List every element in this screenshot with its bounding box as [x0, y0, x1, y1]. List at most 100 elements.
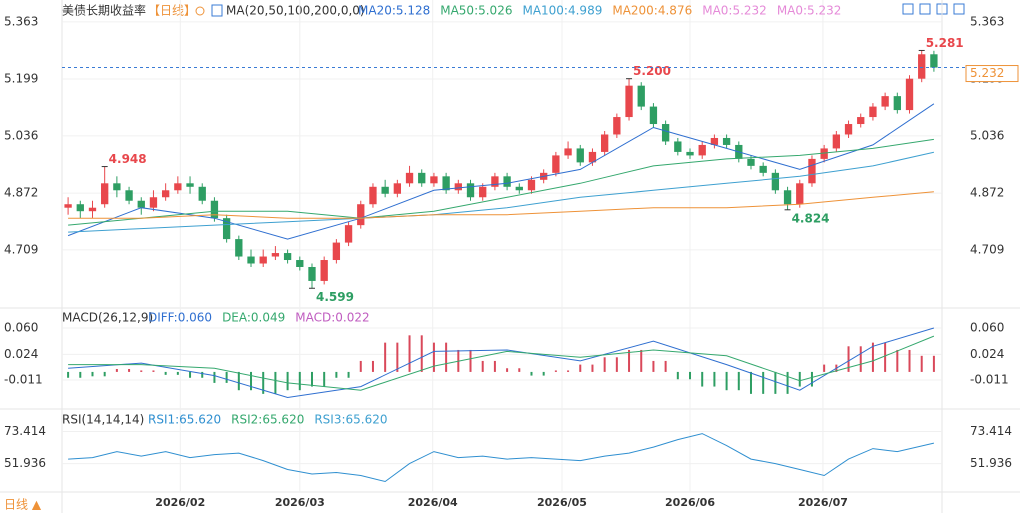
macd-bar: [396, 342, 399, 372]
macd-bar: [335, 371, 338, 378]
candle-body: [369, 186, 377, 205]
macd-bar: [506, 368, 509, 372]
y-tick-label: 5.036: [970, 128, 1004, 142]
period-button[interactable]: 日线 ▲: [4, 498, 42, 512]
macd-bar: [115, 368, 118, 372]
macd-bar: [128, 368, 131, 372]
candle-body: [515, 186, 523, 191]
legend-entry: RSI2:65.620: [231, 413, 304, 427]
legend-entry: MA0:5.232: [777, 4, 842, 18]
macd-bar: [591, 364, 594, 372]
macd-bar: [530, 371, 533, 376]
macd-bar: [79, 371, 82, 378]
macd-bar: [469, 349, 472, 372]
candle-body: [222, 218, 231, 240]
macd-bar: [445, 342, 448, 372]
x-tick-label: 2026/04: [408, 496, 458, 509]
candle-body: [308, 266, 316, 281]
icon[interactable]: [902, 3, 914, 15]
y-tick-label: 0.024: [4, 347, 38, 361]
y-tick-label: 5.199: [4, 72, 38, 86]
macd-bar: [823, 364, 826, 372]
candle-body: [527, 179, 536, 191]
candle-body: [905, 78, 914, 111]
y-tick-label: 73.414: [970, 424, 1012, 438]
candle-body: [149, 197, 158, 208]
macd-bar: [323, 371, 326, 387]
candle-body: [259, 256, 267, 264]
y-tick-label: 5.363: [970, 14, 1004, 28]
macd-bar: [384, 342, 387, 372]
line-series: [68, 335, 935, 391]
candle-body: [930, 54, 938, 68]
candle-body: [174, 183, 182, 191]
candle-body: [637, 85, 645, 107]
macd-bar: [164, 371, 167, 375]
candle-body: [479, 186, 487, 198]
candle-body: [564, 148, 572, 156]
macd-bar: [152, 370, 155, 372]
candle-body: [271, 253, 280, 257]
macd-bar: [237, 371, 240, 391]
candle-body: [418, 172, 426, 184]
macd-bar: [213, 371, 216, 383]
legend-entry: MACD:0.022: [295, 311, 369, 325]
line-series: [68, 191, 934, 219]
macd-bar: [920, 355, 923, 372]
candle-body: [796, 183, 804, 205]
candle-body: [552, 155, 560, 173]
icon[interactable]: [953, 3, 965, 15]
macd-bar: [262, 371, 265, 394]
candle-body: [442, 176, 450, 191]
macd-bar: [420, 335, 423, 372]
y-tick-label: 73.414: [4, 424, 46, 438]
candle-body: [466, 183, 475, 198]
macd-bar: [250, 371, 253, 391]
macd-bar: [201, 371, 204, 378]
candle-body: [600, 134, 609, 152]
candle-body: [808, 158, 816, 184]
ma-icon[interactable]: [211, 4, 223, 17]
candle-body: [454, 183, 462, 191]
settings-icon[interactable]: [195, 6, 205, 16]
y-tick-label: 4.872: [970, 186, 1004, 200]
legend-entry: MA200:4.876: [612, 4, 692, 18]
x-tick-label: 2026/06: [665, 496, 715, 509]
macd-bar: [664, 360, 667, 372]
candle-body: [710, 137, 719, 145]
y-tick-label: 4.872: [4, 186, 38, 200]
candle-body: [783, 190, 792, 205]
candle-body: [64, 204, 72, 208]
legend-entry: MA100:4.989: [522, 4, 602, 18]
candle-body: [661, 124, 670, 142]
candle-body: [88, 207, 97, 212]
y-tick-label: -0.011: [4, 372, 43, 386]
y-tick-label: 5.036: [4, 128, 38, 142]
line-series: [68, 151, 935, 233]
candle-body: [820, 148, 828, 159]
period: 【日线】: [148, 4, 196, 18]
x-tick-label: 2026/05: [537, 496, 587, 509]
candle-body: [649, 106, 658, 125]
candle-body: [893, 96, 901, 111]
icon[interactable]: [919, 3, 931, 15]
macd-bar: [932, 355, 935, 372]
candle-body: [405, 172, 414, 184]
macd-bar: [579, 364, 582, 372]
line-series: [68, 433, 935, 483]
legend-entry: RSI1:65.620: [148, 413, 221, 427]
macd-bar: [274, 371, 277, 394]
x-tick-label: 2026/03: [275, 496, 325, 509]
rsi-title: RSI(14,14,14): [62, 413, 144, 427]
line-series: [68, 138, 934, 226]
macd-title: MACD(26,12,9): [62, 311, 153, 325]
macd-bar: [542, 371, 545, 376]
macd-bar: [689, 371, 692, 380]
y-tick-label: -0.011: [970, 372, 1009, 386]
x-tick-label: 2026/02: [155, 496, 205, 509]
candle-body: [503, 176, 511, 187]
candle-body: [357, 204, 365, 226]
macd-bar: [567, 370, 570, 372]
